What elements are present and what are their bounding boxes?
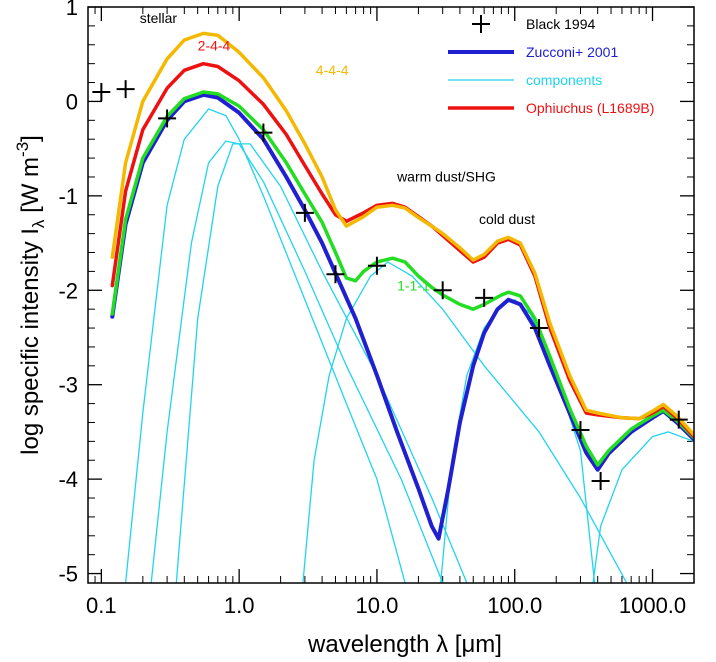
legend-entry: Zucconi+ 2001 [448, 44, 618, 60]
observation-marker [367, 256, 386, 275]
annotation-label: warm dust/SHG [396, 169, 496, 185]
plot-frame [87, 6, 695, 584]
y-tick-label: 0 [66, 89, 78, 114]
legend-label: Ophiuchus (L1689B) [526, 100, 654, 116]
annotations: stellar 2-4-4 4-4-4 warm dust/SHG cold dust 1… [140, 10, 535, 293]
observation-marker [529, 319, 548, 338]
series-line-7 [110, 90, 694, 467]
x-tick-label: 10.0 [356, 593, 399, 618]
series-line-4 [440, 299, 596, 583]
annotation-label: cold dust [479, 211, 535, 227]
series-lines [110, 31, 694, 583]
series-line-5 [592, 431, 694, 583]
legend-entry: Ophiuchus (L1689B) [448, 100, 654, 116]
x-tick-label: 1000.0 [619, 593, 686, 618]
series-line-0 [124, 108, 406, 583]
x-tick-label: 1.0 [224, 593, 255, 618]
annotation-label: 1-1-1 [397, 277, 430, 293]
legend-entry: components [448, 72, 602, 88]
observation-marker [571, 421, 590, 440]
y-axis-title: log specific intensity Iλ [W m-3] [13, 135, 48, 455]
y-tick-label: -4 [58, 467, 78, 492]
x-tick-label: 0.1 [86, 593, 117, 618]
observation-marker [475, 288, 494, 307]
observation-marker [92, 82, 111, 101]
observation-marker [254, 123, 273, 142]
series-line-6 [110, 92, 694, 541]
y-tick-label: -1 [58, 184, 78, 209]
annotation-label: 4-4-4 [316, 62, 349, 78]
observation-marker [433, 281, 452, 300]
legend: Black 1994 Zucconi+ 2001 components Ophiuch… [448, 15, 654, 116]
x-axis-title: wavelength λ [μm] [307, 631, 502, 658]
y-tick-label: -2 [58, 278, 78, 303]
y-tick-label: -5 [58, 562, 78, 587]
observation-marker [326, 265, 345, 284]
y-tick-label: 1 [66, 0, 78, 20]
observation-marker [116, 80, 135, 99]
series-line-2 [175, 143, 468, 583]
observation-markers [92, 80, 688, 491]
series-line-9 [110, 31, 694, 437]
tick-labels: 0.1 1.0 10.0 100.0 1000.0 1 0 -1 -2 -3 -4 -5 [58, 0, 686, 618]
annotation-label: 2-4-4 [198, 37, 231, 53]
legend-entry: Black 1994 [472, 15, 595, 33]
observation-marker [669, 410, 688, 429]
legend-label: Zucconi+ 2001 [526, 44, 618, 60]
x-tick-label: 100.0 [487, 593, 542, 618]
observation-marker [295, 203, 314, 222]
legend-label: Black 1994 [526, 16, 595, 32]
annotation-label: stellar [140, 10, 178, 26]
observation-marker [158, 109, 177, 128]
series-line-3 [302, 261, 628, 583]
legend-label: components [526, 72, 602, 88]
y-tick-label: -3 [58, 373, 78, 398]
axis-ticks [88, 6, 694, 583]
observation-marker [591, 472, 610, 491]
